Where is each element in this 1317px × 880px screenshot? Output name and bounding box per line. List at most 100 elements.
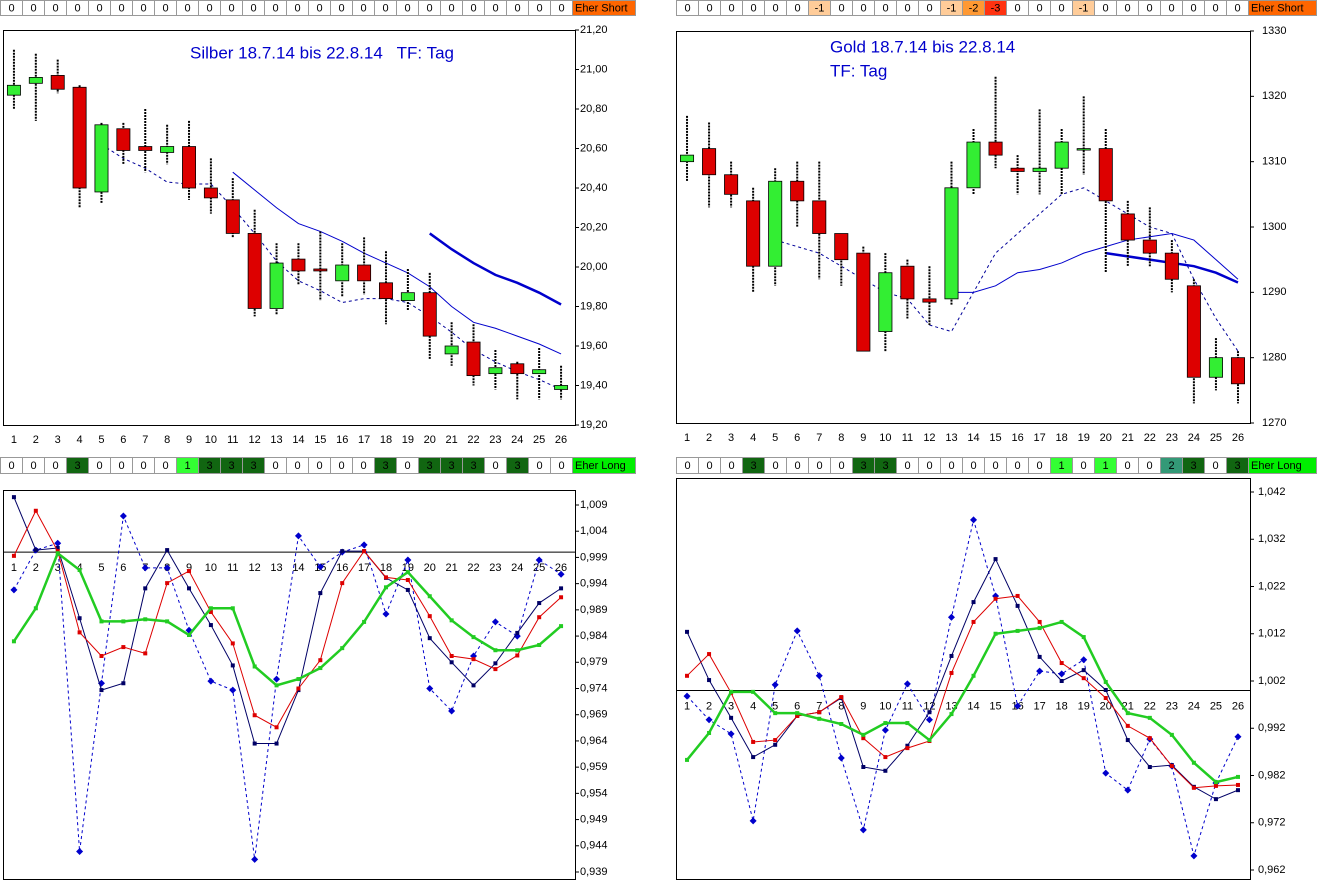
square-marker <box>685 629 690 634</box>
x-tick-label: 4 <box>750 432 756 444</box>
diamond-marker <box>251 855 259 863</box>
signal-value: 3 <box>382 460 388 472</box>
candle-body <box>72 86 87 189</box>
square-marker <box>318 658 323 663</box>
candle-body <box>28 77 43 84</box>
moving-average <box>775 187 1239 352</box>
square-marker <box>861 736 866 741</box>
square-marker <box>949 653 954 658</box>
candle-body <box>988 141 1003 156</box>
candle-body <box>790 180 805 202</box>
y-tick-label: 20,40 <box>580 182 608 194</box>
x-tick-label: 24 <box>1188 432 1200 444</box>
square-marker <box>471 683 476 688</box>
x-tick-label: 10 <box>205 434 217 446</box>
series-line <box>686 557 1239 800</box>
square-marker <box>861 764 866 769</box>
signal-value: 0 <box>1014 2 1020 14</box>
x-tick-label: 22 <box>1144 700 1156 712</box>
square-marker <box>751 689 756 694</box>
signal-value: 0 <box>8 460 14 472</box>
signal-value: 0 <box>426 2 432 14</box>
diamond-marker <box>1124 786 1132 794</box>
square-marker <box>383 575 388 580</box>
y-tick-label: 1310 <box>1262 156 1286 168</box>
x-tick-label: 22 <box>467 562 479 574</box>
y-tick-label: 1270 <box>1262 417 1286 429</box>
x-tick-label: 25 <box>1210 432 1222 444</box>
square-marker <box>795 711 800 716</box>
x-tick-label: 15 <box>989 700 1001 712</box>
signal-value: 0 <box>1212 2 1218 14</box>
square-marker <box>1235 774 1240 779</box>
square-marker <box>340 646 345 651</box>
square-marker <box>187 586 192 591</box>
square-marker <box>230 641 235 646</box>
square-marker <box>905 746 910 751</box>
signal-value: 3 <box>250 460 256 472</box>
signal-value: 0 <box>96 460 102 472</box>
signal-value: 0 <box>228 2 234 14</box>
square-marker <box>405 587 410 592</box>
signal-value: 0 <box>706 460 712 472</box>
signal-value: 0 <box>316 2 322 14</box>
signal-value: 0 <box>772 460 778 472</box>
signal-value: 3 <box>206 460 212 472</box>
square-marker <box>274 683 279 688</box>
x-tick-label: 4 <box>77 434 83 446</box>
candle-body <box>922 298 937 303</box>
y-tick-label: 1330 <box>1262 25 1286 37</box>
square-marker <box>493 661 498 666</box>
x-tick-label: 13 <box>270 562 282 574</box>
square-marker <box>883 721 888 726</box>
y-tick-label: 19,20 <box>580 419 608 431</box>
signal-value: 0 <box>684 2 690 14</box>
diamond-marker <box>294 532 302 540</box>
x-tick-label: 18 <box>1056 432 1068 444</box>
x-tick-label: 24 <box>511 562 523 574</box>
square-marker <box>515 653 520 658</box>
square-marker <box>121 645 126 650</box>
signal-value: 0 <box>1212 460 1218 472</box>
square-marker <box>1037 626 1042 631</box>
diamond-marker <box>10 586 18 594</box>
signal-value: 0 <box>184 2 190 14</box>
x-tick-label: 15 <box>989 432 1001 444</box>
signal-value: 0 <box>272 460 278 472</box>
signal-value: -1 <box>815 2 825 14</box>
signal-value: -1 <box>947 2 957 14</box>
diamond-marker <box>1190 852 1198 860</box>
signal-value: 0 <box>992 460 998 472</box>
x-tick-label: 21 <box>1122 432 1134 444</box>
signal-value: 3 <box>426 460 432 472</box>
signal-value: 0 <box>74 2 80 14</box>
signal-label-cell <box>572 0 636 16</box>
square-marker <box>405 577 410 582</box>
square-marker <box>252 713 257 718</box>
candle-body <box>313 268 328 272</box>
square-marker <box>1125 723 1130 728</box>
x-tick-label: 14 <box>292 434 304 446</box>
signal-value: 0 <box>162 2 168 14</box>
candle-body <box>1010 167 1025 172</box>
signal-label: Eher Short <box>1251 2 1304 14</box>
candle-body <box>466 341 481 377</box>
diamond-marker <box>815 672 823 680</box>
x-tick-label: 24 <box>1188 700 1200 712</box>
candle-body <box>160 146 175 153</box>
signal-value: 0 <box>1080 460 1086 472</box>
signal-value: 0 <box>30 460 36 472</box>
signal-value: 0 <box>96 2 102 14</box>
square-marker <box>817 716 822 721</box>
candle-body <box>6 84 21 96</box>
candle-body <box>50 75 65 90</box>
x-tick-label: 3 <box>55 562 61 574</box>
x-tick-label: 6 <box>120 562 126 574</box>
square-marker <box>121 619 126 624</box>
diamond-marker <box>1102 769 1110 777</box>
square-marker <box>165 581 170 586</box>
square-marker <box>1169 764 1174 769</box>
diamond-marker <box>119 512 127 520</box>
square-marker <box>143 651 148 656</box>
x-tick-label: 2 <box>33 562 39 574</box>
